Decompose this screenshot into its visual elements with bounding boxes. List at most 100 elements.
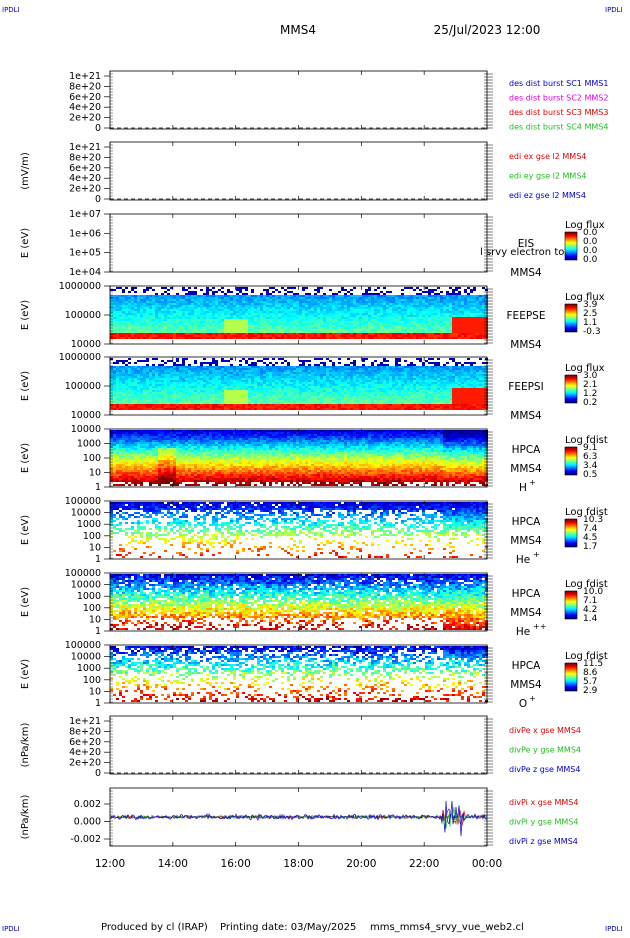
spectrogram-cell	[194, 329, 197, 331]
spectrogram-cell	[389, 325, 392, 327]
spectrogram-cell	[227, 289, 230, 291]
spectrogram-cell	[314, 299, 317, 301]
spectrogram-cell	[251, 305, 254, 307]
spectrogram-cell	[203, 333, 206, 335]
spectrogram-cell	[155, 394, 158, 396]
spectrogram-cell	[158, 390, 161, 392]
spectrogram-cell	[401, 295, 404, 297]
spectrogram-cell	[368, 325, 371, 327]
spectrogram-cell	[311, 366, 314, 368]
spectrogram-cell	[398, 303, 401, 305]
y-tick-label: 8e+20	[69, 81, 101, 92]
spectrogram-cell	[434, 293, 437, 295]
spectrogram-cell	[215, 333, 218, 335]
spectrogram-cell	[122, 380, 125, 382]
spectrogram-cell	[188, 305, 191, 307]
spectrogram-cell	[122, 317, 125, 319]
spectrogram-cell	[224, 368, 227, 370]
spectrogram-cell	[242, 299, 245, 301]
spectrogram-cell	[224, 301, 227, 303]
spectrogram-cell	[299, 370, 302, 372]
spectrogram-cell	[173, 374, 176, 376]
spectrogram-cell	[182, 327, 185, 329]
spectrogram-cell	[308, 331, 311, 333]
spectrogram-cell	[356, 333, 359, 335]
spectrogram-cell	[392, 299, 395, 301]
spectrogram-cell	[293, 388, 296, 390]
spectrogram-cell	[143, 408, 146, 410]
spectrogram-cell	[260, 313, 263, 315]
spectrogram-cell	[194, 309, 197, 311]
spectrogram-cell	[212, 309, 215, 311]
spectrogram-cell	[200, 372, 203, 374]
spectrogram-cell	[413, 327, 416, 329]
spectrogram-cell	[314, 366, 317, 368]
spectrogram-cell	[356, 335, 359, 337]
spectrogram-cell	[125, 299, 128, 301]
spectrogram-cell	[329, 289, 332, 291]
spectrogram-cell	[434, 323, 437, 325]
spectrogram-cell	[332, 317, 335, 319]
spectrogram-cell	[119, 370, 122, 372]
spectrogram-cell	[215, 370, 218, 372]
spectrogram-cell	[215, 364, 218, 366]
spectrogram-cell	[323, 392, 326, 394]
spectrogram-cell	[185, 315, 188, 317]
spectrogram-cell	[230, 394, 233, 396]
spectrogram-cell	[344, 309, 347, 311]
spectrogram-cell	[401, 313, 404, 315]
spectrogram-cell	[362, 309, 365, 311]
spectrogram-cell	[188, 325, 191, 327]
spectrogram-cell	[143, 404, 146, 406]
spectrogram-cell	[224, 390, 227, 392]
spectrogram-cell	[266, 325, 269, 327]
spectrogram-cell	[314, 295, 317, 297]
spectrogram-cell	[455, 313, 458, 315]
spectrogram-cell	[275, 368, 278, 370]
spectrogram-cell	[266, 408, 269, 410]
spectrogram-cell	[431, 307, 434, 309]
spectrogram-cell	[137, 333, 140, 335]
spectrogram-cell	[446, 291, 449, 293]
spectrogram-cell	[257, 313, 260, 315]
spectrogram-cell	[335, 327, 338, 329]
colorbar-tick-label: 0.0	[583, 255, 598, 265]
spectrogram-cell	[347, 337, 350, 339]
spectrogram-cell	[263, 331, 266, 333]
spectrogram-cell	[245, 374, 248, 376]
spectrogram-cell	[386, 317, 389, 319]
spectrogram-cell	[314, 388, 317, 390]
spectrogram-cell	[224, 376, 227, 378]
spectrogram-cell	[206, 333, 209, 335]
spectrogram-cell	[425, 291, 428, 293]
spectrogram-cell	[137, 295, 140, 297]
spectrogram-cell	[428, 295, 431, 297]
spectrogram-cell	[473, 297, 476, 299]
spectrogram-cell	[428, 319, 431, 321]
spectrogram-cell	[200, 380, 203, 382]
spectrogram-cell	[284, 319, 287, 321]
spectrogram-cell	[173, 384, 176, 386]
spectrogram-cell	[281, 400, 284, 402]
spectrogram-cell	[290, 297, 293, 299]
spectrogram-cell	[284, 331, 287, 333]
spectrogram-cell	[200, 406, 203, 408]
y-tick-label: 6e+20	[69, 163, 101, 174]
spectrogram-cell	[206, 400, 209, 402]
spectrogram-cell	[182, 301, 185, 303]
spectrogram-cell	[362, 325, 365, 327]
spectrogram-cell	[179, 384, 182, 386]
spectrogram-cell	[221, 299, 224, 301]
spectrogram-cell	[296, 388, 299, 390]
y-tick-label: 1000000	[59, 281, 101, 292]
spectrogram-cell	[353, 325, 356, 327]
spectrogram-cell	[302, 303, 305, 305]
spectrogram-cell	[311, 331, 314, 333]
spectrogram-cell	[473, 305, 476, 307]
spectrogram-cell	[221, 287, 224, 289]
spectrogram-cell	[116, 317, 119, 319]
spectrogram-cell	[317, 299, 320, 301]
spectrogram-cell	[458, 319, 461, 321]
spectrogram-cell	[467, 311, 470, 313]
spectrogram-cell	[470, 299, 473, 301]
